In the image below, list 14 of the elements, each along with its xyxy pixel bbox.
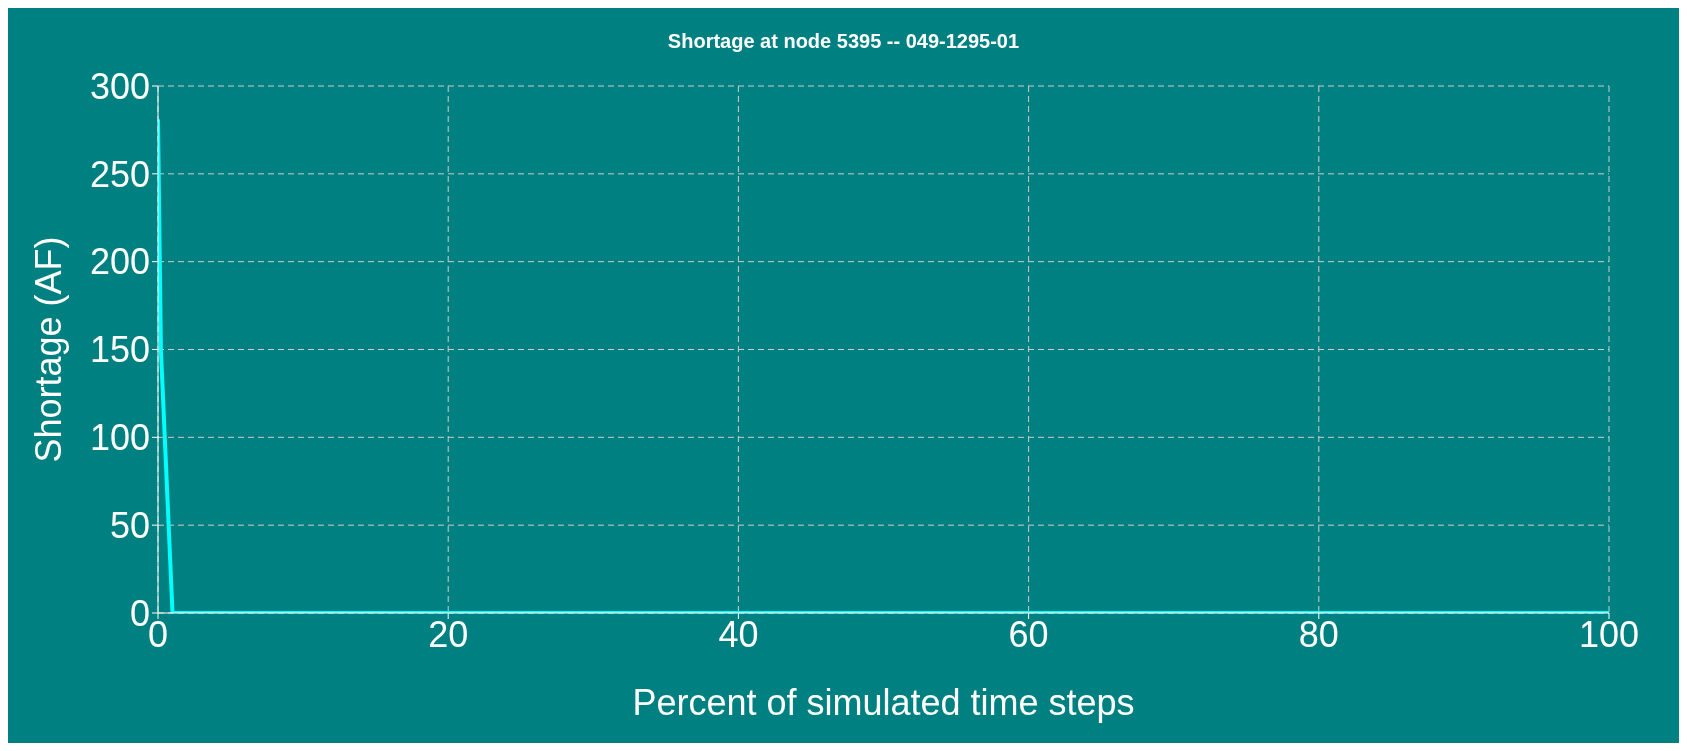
x-tick-label: 80 [1298,613,1339,655]
x-tick-label: 40 [718,613,759,655]
y-tick-label: 300 [89,65,150,107]
y-tick-label: 50 [109,504,150,546]
x-tick-label: 20 [428,613,469,655]
x-tick-label: 100 [1578,613,1640,655]
y-tick-label: 200 [89,241,150,283]
y-tick-label: 100 [89,417,150,459]
x-axis-title: Percent of simulated time steps [632,682,1135,723]
chart-title: Shortage at node 5395 -- 049-1295-01 [666,29,1021,54]
x-tick-label: 60 [1008,613,1049,655]
y-tick-label: 150 [89,329,150,371]
y-tick-label: 250 [89,153,150,195]
y-axis-title: Shortage (AF) [27,236,69,463]
